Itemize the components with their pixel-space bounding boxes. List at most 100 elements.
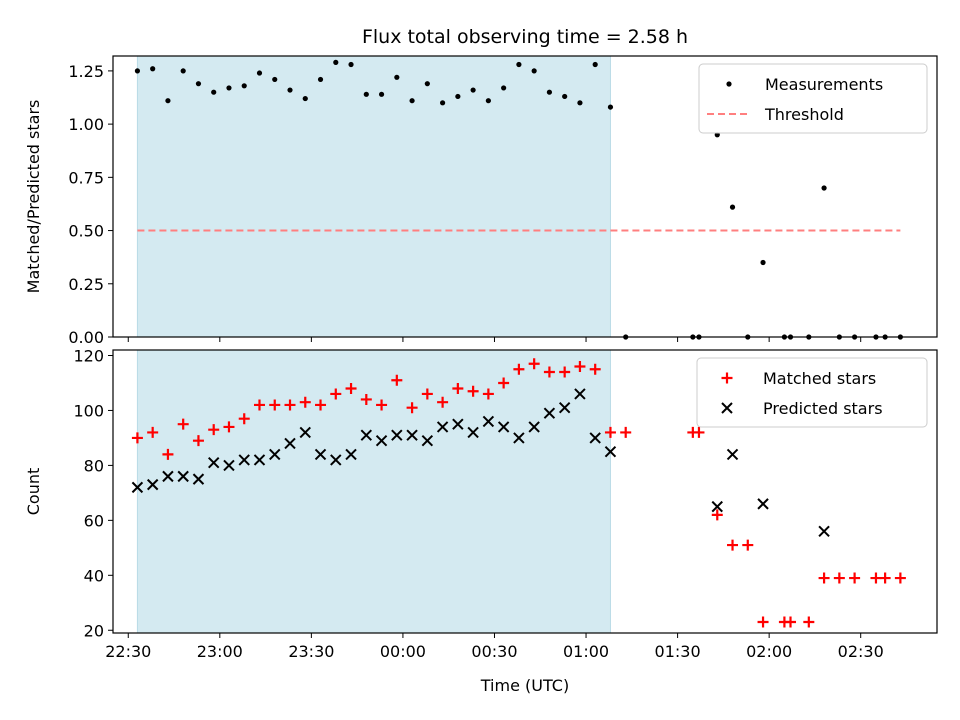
matched-stars-point — [360, 393, 372, 405]
measurement-point — [577, 100, 583, 106]
legend-box — [696, 357, 928, 428]
measurement-point — [134, 68, 141, 74]
legend-marker-plus — [721, 372, 733, 384]
matched-stars-point — [818, 572, 830, 584]
matched-stars-point — [757, 616, 769, 628]
measurement-point — [272, 76, 278, 83]
measurement-point — [211, 89, 217, 95]
y-axis-label: Matched/Predicted stars — [24, 100, 43, 294]
matched-stars-point — [391, 374, 403, 386]
matched-stars-point — [162, 448, 174, 460]
predicted-stars-point — [391, 429, 403, 441]
predicted-stars-point — [162, 470, 174, 483]
predicted-stars-point — [192, 473, 205, 485]
predicted-stars-point — [208, 456, 220, 469]
predicted-stars-point — [818, 525, 830, 538]
matched-stars-point — [604, 426, 616, 438]
legend-label: Predicted stars — [763, 399, 883, 418]
measurement-point — [256, 70, 263, 76]
measurement-point — [241, 83, 247, 89]
matched-stars-point — [849, 572, 861, 584]
predicted-stars-point — [497, 421, 510, 433]
legend-label: Threshold — [764, 105, 844, 124]
top-panel-flux-ratio: 0.00 0.25 0.50 0.75 1.00 1.25 Matched/Predicte… — [24, 55, 938, 347]
measurement-point — [333, 59, 339, 65]
predicted-stars-point — [330, 454, 342, 466]
predicted-stars-point — [452, 418, 464, 430]
predicted-stars-point — [345, 448, 357, 461]
measurement-point — [592, 61, 598, 68]
predicted-stars-point — [543, 407, 556, 419]
measurement-point — [821, 185, 827, 191]
observing-window-shade — [136, 55, 611, 338]
measurement-point — [562, 93, 568, 100]
measurement-point — [363, 91, 369, 97]
matched-stars-point — [269, 399, 281, 411]
measurement-point — [287, 87, 293, 93]
y-tick-label: 80 — [84, 456, 104, 475]
matched-stars-point — [208, 424, 220, 436]
matched-stars-point — [833, 572, 845, 584]
measurement-point — [760, 259, 766, 266]
measurement-point — [455, 93, 461, 100]
matched-stars-point — [315, 399, 327, 411]
measurement-point — [180, 68, 186, 74]
predicted-stars-point — [299, 426, 311, 439]
measurement-point — [607, 104, 614, 110]
predicted-stars-point — [757, 498, 769, 510]
matched-stars-point — [727, 539, 739, 551]
y-tick-label: 20 — [84, 621, 104, 640]
predicted-stars-point — [482, 415, 495, 428]
y-tick-label: 120 — [73, 346, 104, 365]
matched-stars-point — [803, 616, 815, 628]
legend-marker-x — [721, 402, 733, 414]
matched-stars-point — [452, 382, 464, 394]
matched-stars-point — [330, 388, 342, 400]
measurement-point — [165, 98, 171, 104]
y-tick-label: 0.75 — [68, 168, 104, 187]
matched-stars-point — [589, 363, 601, 375]
matched-stars-point — [406, 402, 418, 414]
matched-stars-point — [223, 421, 235, 433]
legend-label: Measurements — [765, 75, 883, 94]
matched-stars-point — [376, 399, 388, 411]
predicted-stars-point — [726, 448, 739, 461]
predicted-stars-point — [238, 454, 250, 466]
measurement-point — [485, 98, 491, 104]
measurement-point — [470, 87, 476, 93]
matched-stars-point — [574, 360, 586, 372]
predicted-stars-point — [314, 448, 327, 461]
measurement-point — [317, 76, 324, 83]
measurement-point — [424, 81, 430, 87]
matched-stars-point — [482, 388, 494, 400]
matched-stars-point — [879, 572, 891, 584]
y-tick-label: 40 — [84, 566, 104, 585]
y-axis-label: Count — [24, 468, 43, 516]
matched-stars-point — [711, 509, 723, 521]
matched-stars-point — [528, 358, 540, 370]
matched-stars-point — [513, 363, 525, 375]
measurement-point — [394, 74, 400, 80]
matched-stars-point — [559, 366, 571, 378]
predicted-stars-point — [177, 470, 189, 483]
predicted-stars-point — [223, 459, 235, 472]
predicted-stars-point — [269, 448, 281, 461]
measurement-point — [531, 68, 537, 74]
x-tick-label: 00:00 — [380, 642, 426, 661]
x-tick-label: 23:00 — [197, 642, 243, 661]
x-tick-label: 00:30 — [471, 642, 517, 661]
measurement-point — [378, 91, 385, 97]
predicted-stars-point — [574, 388, 586, 400]
observing-window-shade — [136, 349, 611, 634]
matched-stars-point — [437, 396, 449, 408]
x-tick-label: 22:30 — [105, 642, 151, 661]
matched-stars-point — [147, 426, 159, 438]
axes-frame — [112, 55, 938, 338]
matched-stars-point — [467, 385, 479, 397]
y-tick-label: 60 — [84, 511, 104, 530]
chart-title: Flux total observing time = 2.58 h — [362, 26, 688, 48]
series-layer — [131, 358, 906, 628]
predicted-stars-point — [146, 478, 159, 491]
measurement-point — [302, 95, 308, 102]
measurement-point — [226, 85, 232, 91]
